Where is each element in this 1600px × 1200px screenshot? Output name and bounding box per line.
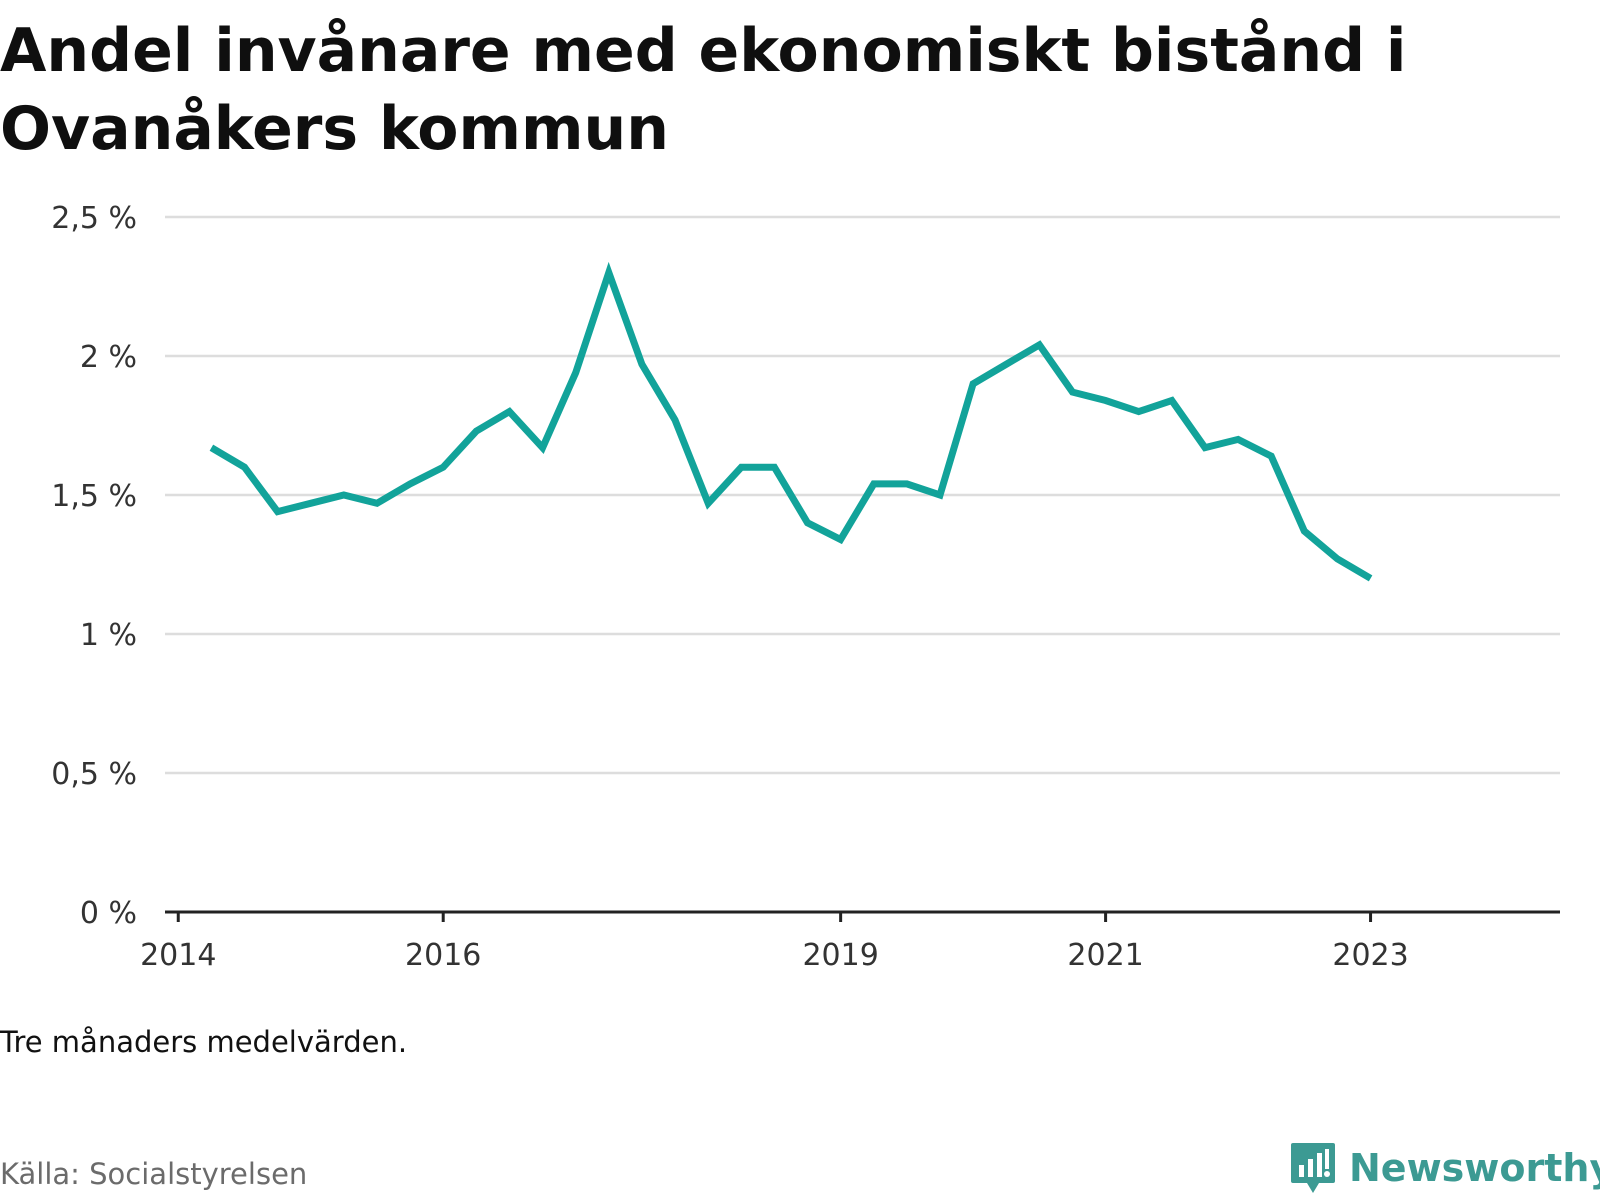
y-tick-label: 1,5 % xyxy=(51,479,137,514)
line-chart: 0 % 0,5 % 1 % 1,5 % 2 % 2,5 % 2014 2016 2019 202… xyxy=(51,201,1560,973)
newsworthy-logo-icon xyxy=(1291,1143,1335,1193)
source-credit: Källa: Socialstyrelsen xyxy=(0,1157,308,1191)
y-tick-label: 1 % xyxy=(80,618,137,653)
grid-lines xyxy=(165,215,1560,775)
y-tick-label: 0,5 % xyxy=(51,757,137,792)
x-tick-label: 2021 xyxy=(1067,938,1143,973)
x-tick-label: 2016 xyxy=(405,938,481,973)
y-tick-labels: 0 % 0,5 % 1 % 1,5 % 2 % 2,5 % xyxy=(51,201,137,931)
series-line xyxy=(209,261,1373,582)
x-tick-label: 2023 xyxy=(1332,938,1408,973)
x-tick-label: 2014 xyxy=(140,938,216,973)
y-tick-label: 0 % xyxy=(80,896,137,931)
x-axis: 2014 2016 2019 2021 2023 xyxy=(140,910,1560,973)
y-tick-label: 2 % xyxy=(80,340,137,375)
brand-logo: Newsworthy xyxy=(1289,1138,1600,1198)
chart-title: Andel invånare med ekonomiskt bistånd i … xyxy=(0,16,1407,164)
x-tick-label: 2019 xyxy=(802,938,878,973)
y-tick-label: 2,5 % xyxy=(51,201,137,236)
brand-name: Newsworthy xyxy=(1349,1146,1600,1190)
series-layer xyxy=(209,261,1373,582)
chart-note: Tre månaders medelvärden. xyxy=(0,1025,408,1059)
